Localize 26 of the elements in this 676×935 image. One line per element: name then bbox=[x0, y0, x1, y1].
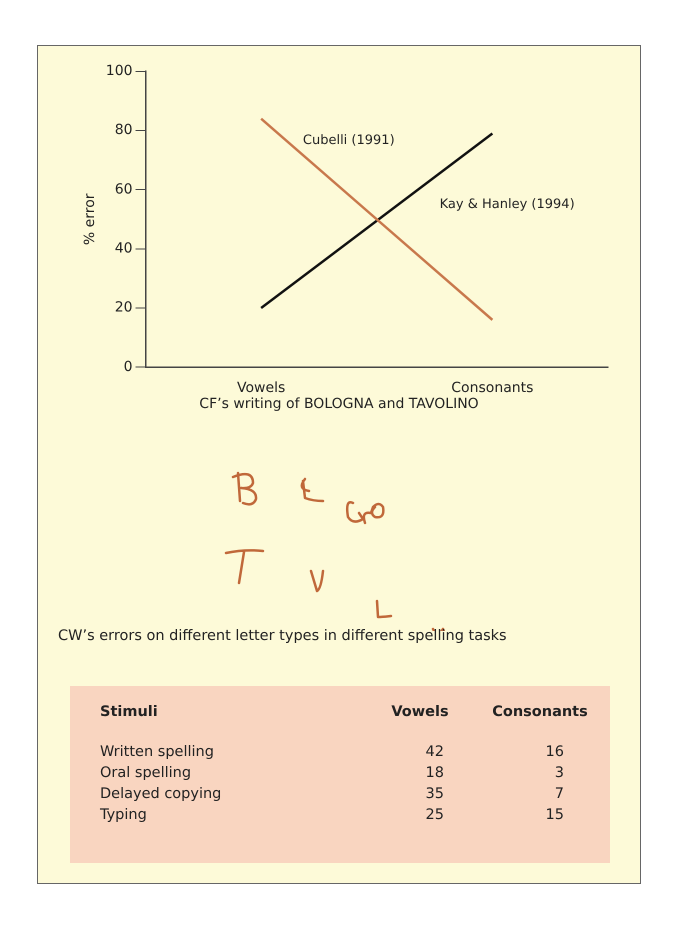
data-label: 3 bbox=[554, 764, 565, 783]
category-label: Typing bbox=[100, 806, 148, 825]
y-tick-label: 100 bbox=[106, 63, 133, 80]
text: Consonants bbox=[491, 704, 589, 722]
text: CF’s writing of BOLOGNA and TAVOLINO bbox=[198, 396, 480, 412]
y-tick-label: 40 bbox=[114, 240, 133, 257]
data-label: 16 bbox=[544, 743, 565, 762]
y-tick-label: 60 bbox=[114, 181, 133, 198]
text: CW’s errors on different letter types in different spelling tasks bbox=[58, 628, 507, 644]
y-tick-label: 80 bbox=[114, 122, 133, 138]
data-label: 18 bbox=[424, 764, 445, 783]
text: Stimuli bbox=[100, 704, 159, 722]
category-label: Written spelling bbox=[100, 743, 215, 762]
series-label: Vowels bbox=[390, 704, 450, 722]
data-label: 25 bbox=[424, 806, 445, 825]
data-label: 42 bbox=[424, 743, 445, 762]
data-label: 15 bbox=[544, 806, 565, 825]
category-label: Oral spelling bbox=[100, 764, 192, 783]
y-axis-title: % error bbox=[82, 193, 98, 246]
data-label: 7 bbox=[554, 785, 565, 804]
data-label: 35 bbox=[424, 785, 445, 804]
category-label: Delayed copying bbox=[100, 785, 222, 804]
y-tick-label: 20 bbox=[114, 300, 133, 316]
y-tick-label: 0 bbox=[124, 358, 133, 375]
series-label: Cubelli (1991) bbox=[302, 133, 395, 148]
series-label: Kay & Hanley (1994) bbox=[440, 196, 575, 212]
